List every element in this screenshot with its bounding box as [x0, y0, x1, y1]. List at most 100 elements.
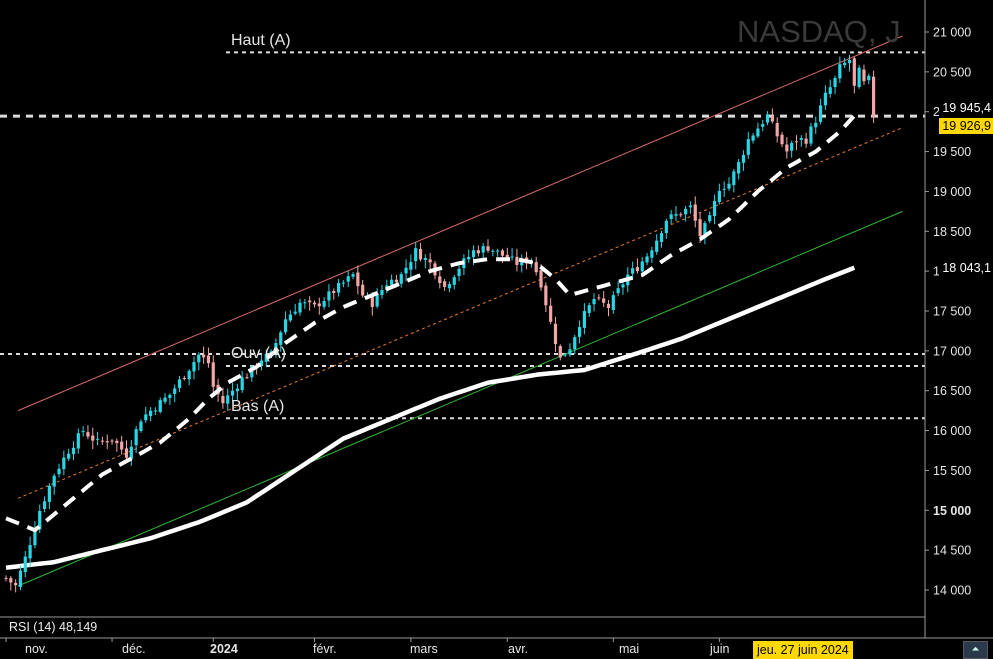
candle-body [582, 311, 586, 328]
candle-body [105, 441, 109, 443]
rsi-indicator-label[interactable]: RSI (14) 48,149 [9, 620, 98, 634]
candle-body [332, 291, 336, 294]
candle-body [250, 366, 254, 378]
y-tick-label: 20 500 [933, 65, 971, 79]
candle-body [91, 435, 95, 441]
candle-body [838, 64, 842, 79]
candle-body [423, 258, 427, 260]
candle-body [847, 59, 852, 64]
level-lines [0, 51, 925, 420]
candle-body [283, 319, 288, 333]
candle-body [857, 67, 861, 88]
candle-body [139, 421, 143, 432]
candle-body [640, 261, 644, 272]
candle-body [712, 200, 717, 217]
candle-body [230, 390, 235, 396]
candle-body [279, 332, 283, 345]
candle-body [553, 323, 558, 345]
candle-body [592, 298, 596, 305]
candle-body [833, 78, 837, 88]
candle-body [737, 162, 741, 174]
candle-body [124, 448, 129, 458]
candle-body [42, 501, 47, 510]
x-tick-label: 2024 [210, 642, 238, 656]
candle-body [500, 250, 505, 256]
candle-body [674, 214, 678, 216]
candle-body [370, 296, 374, 307]
candle-body [717, 190, 721, 203]
candle-body [790, 142, 794, 151]
candle-body [192, 362, 196, 372]
candle-body [274, 343, 278, 353]
candle-body [606, 303, 611, 308]
candle-body [669, 214, 673, 220]
y-tick-label: 19 500 [933, 145, 971, 159]
y-tick-label: 17 500 [933, 305, 971, 319]
candle-body [28, 545, 32, 559]
candle-body [394, 279, 399, 283]
candle-body [346, 276, 350, 282]
candle-body [794, 141, 799, 143]
candle-body [597, 297, 601, 299]
candle-body [780, 134, 784, 145]
candle-body [221, 395, 225, 404]
candle-body [226, 395, 230, 404]
candle-body [14, 582, 18, 586]
candle-body [438, 276, 442, 284]
y-tick-label: 14 500 [933, 544, 971, 558]
candle-body [645, 256, 649, 263]
candle-body [158, 400, 162, 412]
candle-body [708, 215, 712, 222]
x-tick-label: avr. [508, 642, 529, 656]
candle-body [163, 397, 167, 402]
candle-body [785, 144, 789, 152]
y-tick-label: 18 500 [933, 225, 971, 239]
x-tick-label: mars [410, 642, 438, 656]
candle-body [823, 92, 827, 106]
candle-body [616, 288, 620, 294]
candle-body [457, 268, 461, 276]
candle-body [587, 305, 591, 313]
candle-body [336, 283, 341, 293]
candle-body [211, 362, 215, 387]
current-price-tag: 19 926,9 [939, 118, 993, 134]
candle-body [467, 256, 471, 260]
level-label-haut: Haut (A) [231, 32, 291, 49]
candle-body [447, 284, 452, 289]
last-close-tag: 19 945,4 [939, 100, 993, 116]
candlestick-series [4, 55, 876, 593]
candle-body [120, 441, 124, 450]
candle-body [182, 377, 186, 379]
candle-body [288, 314, 292, 321]
candle-body [544, 285, 548, 306]
candle-body [33, 529, 37, 546]
candle-body [62, 457, 66, 470]
candle-body [534, 262, 538, 273]
candle-body [245, 377, 249, 379]
candle-body [693, 204, 697, 221]
moving-average-short [5, 114, 856, 533]
candle-body [187, 370, 191, 380]
candle-body [144, 414, 148, 421]
candle-body [809, 126, 813, 144]
candle-body [115, 440, 119, 444]
x-tick-label: nov. [25, 642, 48, 656]
candle-body [240, 377, 244, 391]
candle-body [380, 290, 384, 295]
candle-body [47, 485, 51, 502]
candle-body [375, 293, 379, 307]
candle-body [264, 353, 268, 362]
level-label-ouv: Ouv (A) [231, 345, 287, 362]
double-up-arrow-icon[interactable]: ⏶ [963, 641, 988, 659]
candle-body [621, 284, 625, 288]
candle-body [153, 410, 158, 412]
y-tick-label: 21 000 [933, 26, 971, 40]
candle-body [317, 303, 321, 307]
candle-body [129, 446, 133, 460]
candle-body [235, 388, 239, 392]
y-tick-label: 14 000 [933, 584, 971, 598]
x-tick-label: juin [710, 642, 730, 656]
y-tick-label: 17 000 [933, 344, 971, 358]
candle-body [322, 301, 326, 307]
